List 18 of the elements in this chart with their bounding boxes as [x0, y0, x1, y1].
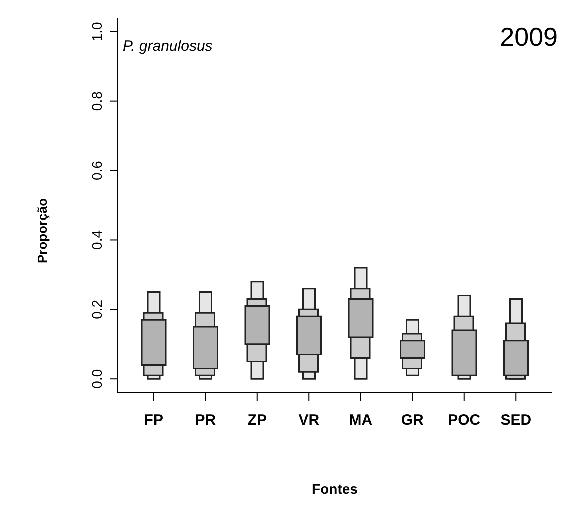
x-tick-label: MA: [349, 412, 373, 429]
x-tick-label: SED: [500, 412, 532, 429]
annotation: 2009: [500, 22, 558, 53]
annotation: P. granulosus: [123, 38, 213, 55]
x-tick-label: PR: [195, 412, 216, 429]
x-tick-label: VR: [298, 412, 320, 429]
x-tick-label: GR: [401, 412, 424, 429]
y-axis-title: Proporção: [35, 198, 50, 264]
x-tick-label: POC: [448, 412, 481, 429]
y-tick-label: 0.2: [89, 300, 105, 320]
y-tick-label: 0.8: [89, 91, 105, 112]
x-axis-title: Fontes: [311, 481, 359, 497]
y-tick-label: 0.0: [89, 369, 105, 389]
y-tick-label: 0.6: [89, 160, 105, 181]
x-tick-label: FP: [144, 412, 164, 429]
x-tick-label: ZP: [248, 412, 267, 429]
y-tick-label: 1.0: [89, 22, 105, 42]
y-tick-label: 0.4: [89, 230, 105, 250]
